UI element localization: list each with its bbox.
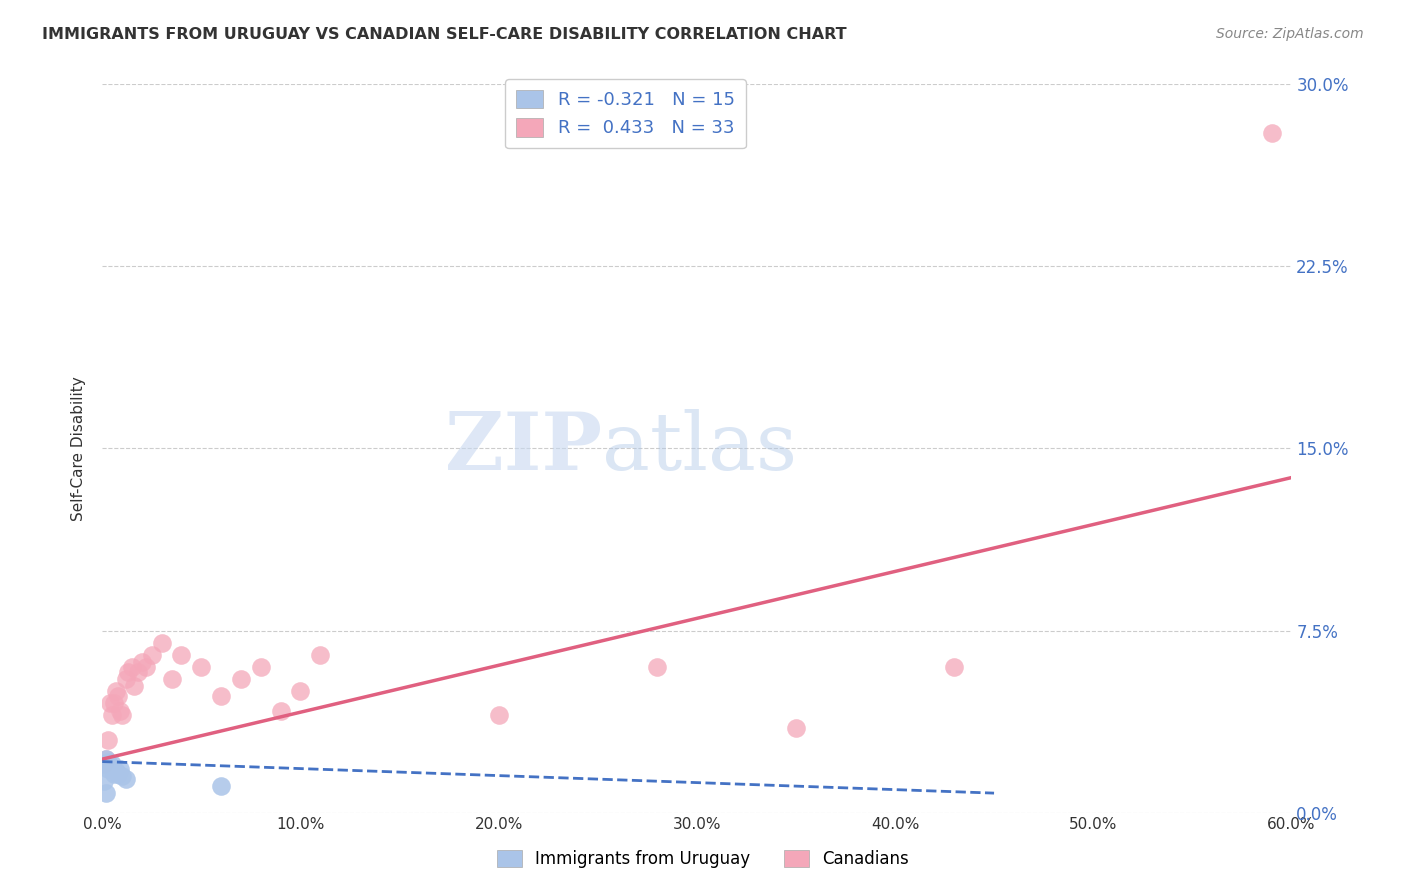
Legend: R = -0.321   N = 15, R =  0.433   N = 33: R = -0.321 N = 15, R = 0.433 N = 33 bbox=[505, 78, 745, 148]
Point bbox=[108, 762, 131, 776]
Point bbox=[97, 755, 120, 769]
Point bbox=[1260, 126, 1282, 140]
Point bbox=[98, 696, 121, 710]
Point bbox=[290, 684, 312, 698]
Point bbox=[160, 672, 183, 686]
Point bbox=[170, 648, 193, 662]
Point bbox=[93, 757, 115, 772]
Point bbox=[101, 757, 124, 772]
Point bbox=[309, 648, 332, 662]
Point bbox=[101, 708, 124, 723]
Point bbox=[107, 689, 129, 703]
Text: IMMIGRANTS FROM URUGUAY VS CANADIAN SELF-CARE DISABILITY CORRELATION CHART: IMMIGRANTS FROM URUGUAY VS CANADIAN SELF… bbox=[42, 27, 846, 42]
Point bbox=[131, 655, 153, 669]
Point bbox=[108, 704, 131, 718]
Point bbox=[122, 679, 145, 693]
Point bbox=[97, 762, 120, 776]
Point bbox=[135, 660, 157, 674]
Point bbox=[103, 766, 125, 780]
Point bbox=[150, 635, 173, 649]
Point bbox=[943, 660, 966, 674]
Point bbox=[98, 759, 121, 773]
Point bbox=[93, 757, 115, 772]
Point bbox=[785, 721, 807, 735]
Point bbox=[229, 672, 252, 686]
Point bbox=[209, 779, 232, 793]
Point bbox=[121, 660, 143, 674]
Point bbox=[107, 766, 129, 780]
Text: Source: ZipAtlas.com: Source: ZipAtlas.com bbox=[1216, 27, 1364, 41]
Point bbox=[249, 660, 271, 674]
Text: ZIP: ZIP bbox=[444, 409, 602, 488]
Text: atlas: atlas bbox=[602, 409, 797, 488]
Point bbox=[115, 672, 138, 686]
Point bbox=[103, 696, 125, 710]
Point bbox=[488, 708, 510, 723]
Point bbox=[111, 708, 134, 723]
Point bbox=[115, 772, 138, 786]
Point bbox=[645, 660, 668, 674]
Point bbox=[96, 786, 118, 800]
Point bbox=[111, 769, 134, 783]
Point bbox=[270, 704, 292, 718]
Point bbox=[105, 764, 128, 779]
Point bbox=[190, 660, 212, 674]
Point bbox=[141, 648, 163, 662]
Point bbox=[209, 689, 232, 703]
Point bbox=[127, 665, 149, 679]
Point bbox=[96, 752, 118, 766]
Y-axis label: Self-Care Disability: Self-Care Disability bbox=[72, 376, 86, 521]
Legend: Immigrants from Uruguay, Canadians: Immigrants from Uruguay, Canadians bbox=[491, 843, 915, 875]
Point bbox=[97, 732, 120, 747]
Point bbox=[117, 665, 139, 679]
Point bbox=[105, 684, 128, 698]
Point bbox=[93, 774, 115, 789]
Point bbox=[96, 752, 118, 766]
